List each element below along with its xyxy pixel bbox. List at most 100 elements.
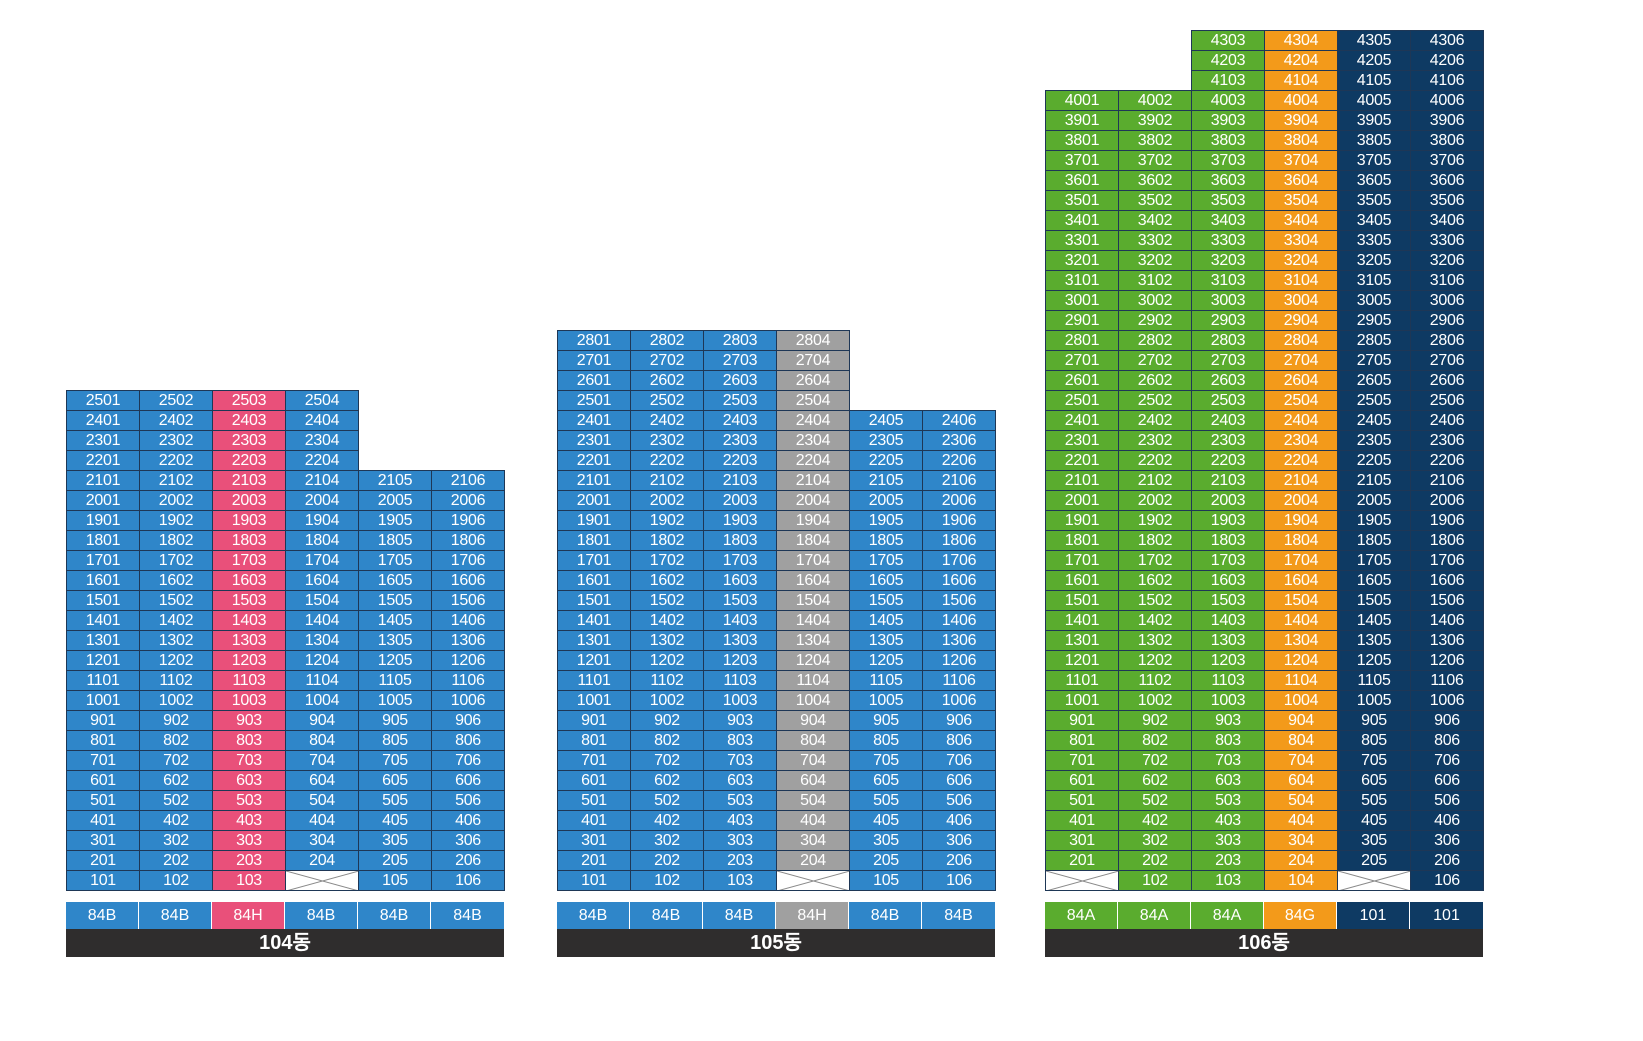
unit-cell: 2203 (1191, 450, 1265, 471)
unit-cell: 1605 (1337, 570, 1411, 591)
unit-cell: 3602 (1118, 170, 1192, 191)
unit-cell: 304 (776, 830, 850, 851)
unit-cell: 606 (1410, 770, 1484, 791)
unit-cell: 3405 (1337, 210, 1411, 231)
unit-cell: 1605 (358, 570, 432, 591)
unit-cell: 1806 (431, 530, 505, 551)
unit-cell: 1404 (776, 610, 850, 631)
unit-type-label: 84B (922, 902, 995, 929)
unit-cell: 1303 (703, 630, 777, 651)
unit-cell: 3904 (1264, 110, 1338, 131)
unit-cell: 1801 (557, 530, 631, 551)
unit-cell: 1203 (1191, 650, 1265, 671)
unit-cell: 805 (849, 730, 923, 751)
unit-cell: 1203 (703, 650, 777, 671)
unit-cell: 1806 (922, 530, 996, 551)
unit-cell: 2402 (1118, 410, 1192, 431)
unit-cell: 903 (212, 710, 286, 731)
unit-cell: 3306 (1410, 230, 1484, 251)
unit-cell: 1202 (1118, 650, 1192, 671)
building-name-label: 104동 (66, 929, 504, 957)
unit-cell: 1701 (557, 550, 631, 571)
unit-cell: 1005 (849, 690, 923, 711)
unit-cell: 1402 (1118, 610, 1192, 631)
unit-cell: 4305 (1337, 30, 1411, 51)
unit-cell: 2503 (703, 390, 777, 411)
unit-cell: 205 (849, 850, 923, 871)
unit-cell: 1306 (922, 630, 996, 651)
unit-cell: 3206 (1410, 250, 1484, 271)
unit-cell: 3202 (1118, 250, 1192, 271)
unit-cell: 1102 (1118, 670, 1192, 691)
unit-cell: 603 (212, 770, 286, 791)
unit-cell: 905 (849, 710, 923, 731)
unit-cell: 601 (557, 770, 631, 791)
unit-cell: 2405 (849, 410, 923, 431)
unit-cell: 601 (1045, 770, 1119, 791)
unit-cell: 1502 (139, 590, 213, 611)
unit-cell: 2004 (285, 490, 359, 511)
unit-cell: 401 (66, 810, 140, 831)
unit-cell: 1101 (66, 670, 140, 691)
unit-cell: 303 (212, 830, 286, 851)
unit-cell: 1201 (557, 650, 631, 671)
unit-cell: 605 (1337, 770, 1411, 791)
unit-cell: 2605 (1337, 370, 1411, 391)
unit-cell: 2503 (1191, 390, 1265, 411)
unit-cell: 2406 (1410, 410, 1484, 431)
unit-cell: 2303 (212, 430, 286, 451)
unit-cell: 3505 (1337, 190, 1411, 211)
unit-cell: 202 (1118, 850, 1192, 871)
unit-cell: 3001 (1045, 290, 1119, 311)
unit-cell: 1604 (285, 570, 359, 591)
unit-cell: 2004 (776, 490, 850, 511)
unit-cell: 804 (1264, 730, 1338, 751)
unit-cell: 4206 (1410, 50, 1484, 71)
unit-cell: 206 (431, 850, 505, 871)
unit-cell: 401 (1045, 810, 1119, 831)
unit-cell: 2001 (1045, 490, 1119, 511)
unit-cell: 3906 (1410, 110, 1484, 131)
unit-cell: 105 (849, 870, 923, 891)
unit-cell: 3801 (1045, 130, 1119, 151)
unit-cell: 2601 (557, 370, 631, 391)
unit-cell: 2703 (703, 350, 777, 371)
unit-cell: 2006 (922, 490, 996, 511)
unit-cell: 504 (776, 790, 850, 811)
unit-cell: 3106 (1410, 270, 1484, 291)
unit-cell: 2504 (1264, 390, 1338, 411)
unit-cell: 1505 (358, 590, 432, 611)
unit-cell: 1002 (139, 690, 213, 711)
unit-cell: 201 (557, 850, 631, 871)
unit-cell: 804 (285, 730, 359, 751)
unit-cell: 1902 (630, 510, 704, 531)
unit-cell: 2201 (66, 450, 140, 471)
unit-cell: 4001 (1045, 90, 1119, 111)
unit-cell: 2301 (557, 430, 631, 451)
unit-cell: 904 (776, 710, 850, 731)
unit-cell: 2304 (285, 430, 359, 451)
unit-cell: 2502 (139, 390, 213, 411)
unit-cell: 1601 (557, 570, 631, 591)
unit-cell: 3404 (1264, 210, 1338, 231)
vacant-unit-cell (285, 870, 359, 891)
unit-cell: 3806 (1410, 130, 1484, 151)
unit-cell: 206 (1410, 850, 1484, 871)
unit-cell: 406 (1410, 810, 1484, 831)
building-name-label: 105동 (557, 929, 995, 957)
unit-cell: 901 (1045, 710, 1119, 731)
unit-cell: 4306 (1410, 30, 1484, 51)
unit-cell: 2202 (1118, 450, 1192, 471)
unit-cell: 2105 (1337, 470, 1411, 491)
unit-cell: 2501 (1045, 390, 1119, 411)
unit-type-label: 84B (139, 902, 212, 929)
unit-cell: 2101 (1045, 470, 1119, 491)
unit-cell: 1705 (1337, 550, 1411, 571)
unit-type-label: 84G (1264, 902, 1337, 929)
unit-cell: 1802 (139, 530, 213, 551)
unit-cell: 105 (358, 870, 432, 891)
unit-cell: 2106 (431, 470, 505, 491)
unit-cell: 2401 (1045, 410, 1119, 431)
unit-cell: 2702 (1118, 350, 1192, 371)
unit-cell: 905 (1337, 710, 1411, 731)
